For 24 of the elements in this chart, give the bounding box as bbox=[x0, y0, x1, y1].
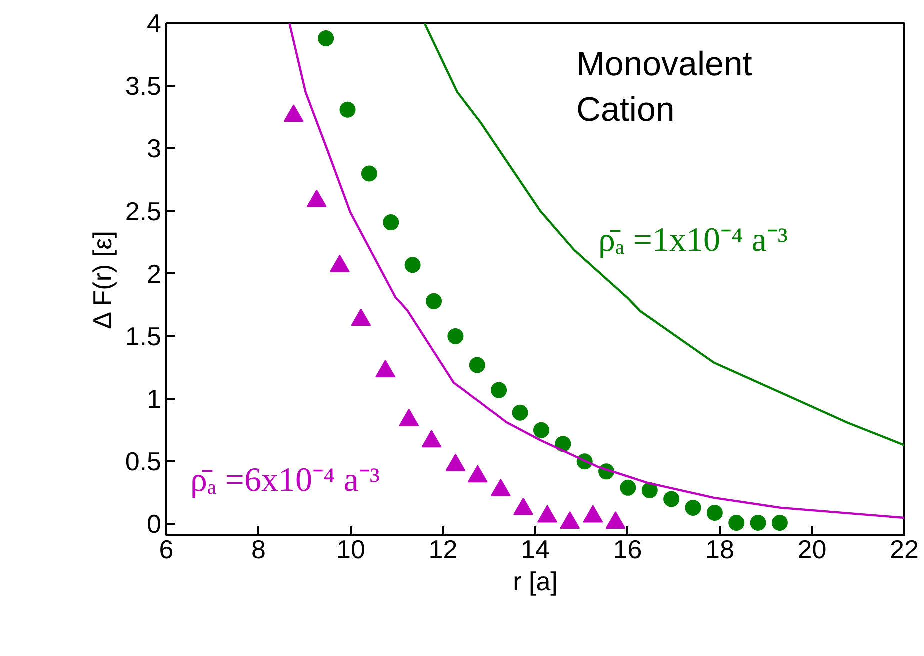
series-label: ρ̄ₐ =1x10⁻⁴ a⁻³ bbox=[598, 222, 788, 259]
y-axis-title: Δ F(r) [ε] bbox=[87, 231, 118, 330]
y-tick-label: 3 bbox=[147, 134, 162, 164]
y-tick-label: 0 bbox=[147, 509, 162, 540]
x-tick-label: 12 bbox=[428, 534, 458, 564]
x-tick-label: 16 bbox=[613, 534, 642, 564]
x-tick-label: 22 bbox=[890, 534, 919, 564]
y-tick-label: 1 bbox=[147, 384, 162, 414]
y-tick-label: 2 bbox=[147, 258, 162, 289]
x-axis-title: r [a] bbox=[513, 566, 558, 596]
x-tick-label: 8 bbox=[252, 534, 266, 564]
y-tick-label: 0.5 bbox=[125, 446, 162, 477]
text: ρ̄ₐ =6x10⁻⁴ a⁻³ bbox=[190, 462, 380, 499]
line-series bbox=[424, 24, 904, 446]
y-tick-label: 3.5 bbox=[125, 71, 162, 102]
y-tick-label: 1.5 bbox=[125, 321, 162, 352]
x-tick-label: 14 bbox=[521, 534, 550, 564]
annotation: Monovalent Cation bbox=[576, 46, 753, 130]
y-tick-label: 2.5 bbox=[125, 196, 162, 226]
x-tick-label: 20 bbox=[798, 534, 827, 564]
x-tick-label: 10 bbox=[336, 534, 366, 564]
x-tick-label: 18 bbox=[706, 534, 734, 564]
x-tick-label: 6 bbox=[159, 534, 174, 564]
y-tick-label: 4 bbox=[147, 8, 162, 38]
